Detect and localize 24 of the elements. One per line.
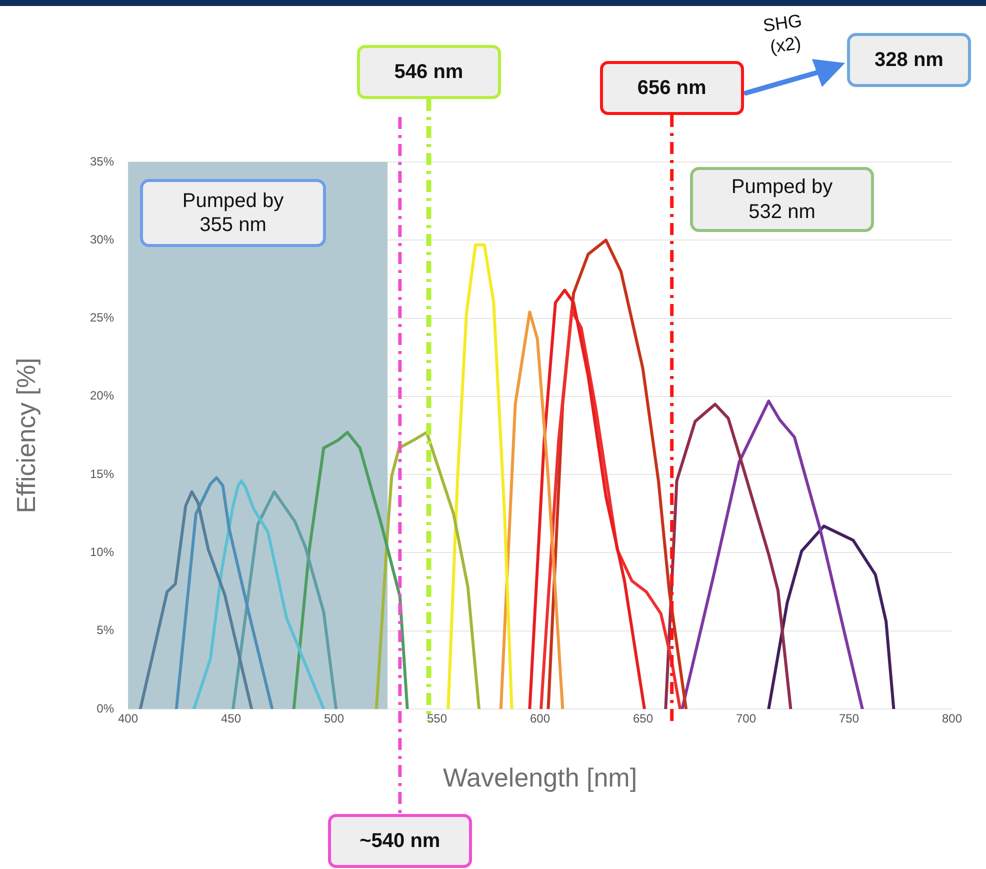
x-tick-label: 700 [736, 712, 756, 726]
y-tick-label: 30% [90, 232, 114, 246]
y-axis-title: Efficiency [%] [10, 358, 41, 514]
y-tick-label: 10% [90, 545, 114, 560]
ref-line-label: 656 nm [600, 61, 744, 115]
y-tick-label: 5% [96, 623, 114, 638]
y-tick-label: 35% [90, 154, 114, 168]
y-tick-label: 25% [90, 310, 114, 325]
x-tick-label: 800 [942, 712, 962, 726]
ref-line-label: 546 nm [356, 45, 501, 99]
band-label: Pumped by 355 nm [181, 189, 285, 237]
y-tick-label: 15% [90, 466, 114, 481]
x-tick-label: 600 [530, 712, 550, 726]
y-tick-label: 0% [96, 701, 114, 716]
x-tick-label: 450 [220, 712, 242, 726]
x-tick-label: 400 [118, 712, 138, 726]
y-tick-label: 20% [90, 388, 114, 403]
x-tick-label: 500 [324, 712, 344, 726]
x-tick-label: 750 [838, 712, 860, 726]
x-axis-title: Wavelength [nm] [442, 762, 638, 793]
text: SHG (x2) [760, 9, 804, 59]
x-tick-label: 650 [632, 712, 654, 726]
ref-line-label: ~540 nm [328, 814, 472, 868]
x-tick-label: 550 [426, 712, 448, 726]
